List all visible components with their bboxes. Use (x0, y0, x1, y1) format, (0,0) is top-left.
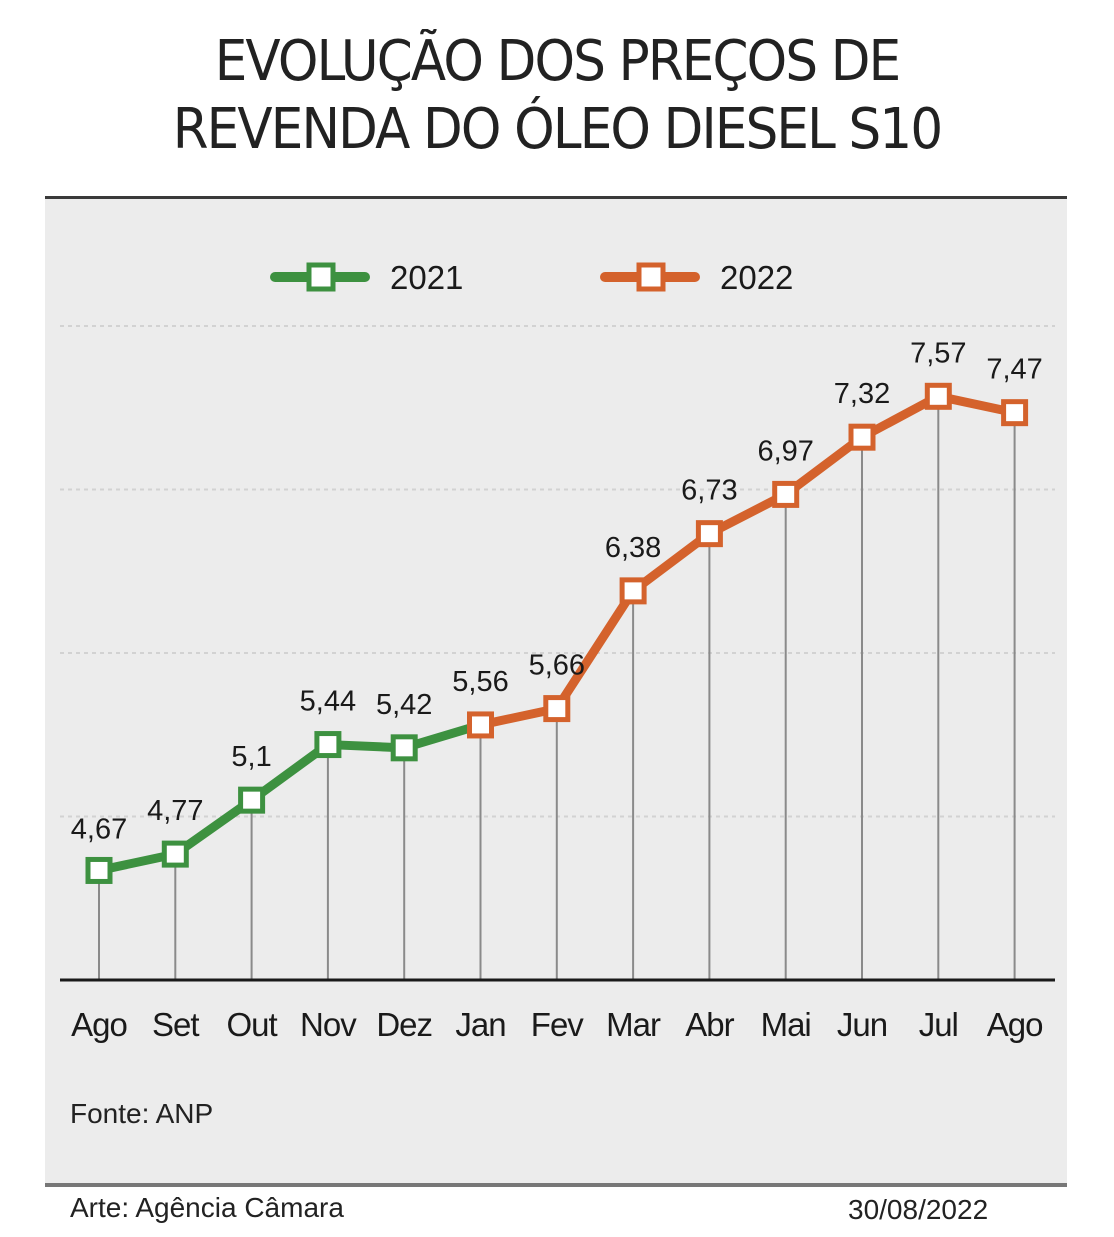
value-labels: 4,67 4,77 5,1 5,44 5,42 5,56 5,66 6,38 6,73 6,97 7… (71, 337, 1043, 845)
data-point-marker (314, 731, 342, 759)
data-markers (85, 382, 1029, 884)
x-tick-label: Nov (300, 1006, 357, 1043)
x-tick-label: Set (152, 1006, 199, 1043)
x-tick-label: Dez (376, 1006, 432, 1043)
data-point-marker (619, 577, 647, 605)
x-tick-label: Mar (606, 1006, 661, 1043)
value-label: 7,32 (834, 378, 890, 410)
legend-label-2022: 2022 (720, 259, 793, 296)
value-label: 5,44 (300, 686, 356, 718)
legend-marker-2021 (306, 262, 336, 292)
legend: 2021 2022 (270, 259, 793, 296)
data-point-marker (161, 840, 189, 868)
data-point-marker (543, 695, 571, 723)
data-point-marker (390, 734, 418, 762)
drop-lines (98, 396, 1016, 980)
x-tick-label: Mai (761, 1006, 811, 1043)
source-note: Fonte: ANP (70, 1098, 214, 1129)
x-tick-label: Jun (837, 1006, 887, 1043)
x-tick-label: Out (226, 1006, 277, 1043)
value-label: 5,66 (529, 650, 585, 682)
chart-panel (45, 196, 1067, 1187)
value-label: 7,47 (986, 354, 1042, 386)
data-point-marker (238, 786, 266, 814)
data-point-marker (1001, 399, 1029, 427)
data-point-marker (848, 423, 876, 451)
value-label: 5,1 (231, 741, 271, 773)
data-point-marker (85, 856, 113, 884)
chart-title: EVOLUÇÃO DOS PREÇOS DE REVENDA DO ÓLEO D… (45, 28, 1070, 164)
title-line-2: REVENDA DO ÓLEO DIESEL S10 (172, 97, 943, 162)
data-point-marker (924, 382, 952, 410)
data-point-marker (695, 520, 723, 548)
legend-label-2021: 2021 (390, 259, 463, 296)
value-label: 4,77 (147, 795, 203, 827)
value-label: 4,67 (71, 813, 127, 845)
value-label: 6,97 (757, 435, 813, 467)
title-line-1: EVOLUÇÃO DOS PREÇOS DE (214, 29, 901, 94)
x-tick-label: Fev (531, 1006, 585, 1043)
value-label: 6,73 (681, 475, 737, 507)
x-tick-label: Ago (71, 1006, 127, 1043)
x-tick-labels: Ago Set Out Nov Dez Jan Fev Mar Abr Mai Jun Jul Ago (71, 1006, 1043, 1043)
credit: Arte: Agência Câmara (70, 1192, 344, 1223)
value-label: 7,57 (910, 337, 966, 369)
date: 30/08/2022 (848, 1194, 989, 1225)
legend-marker-2022 (636, 262, 666, 292)
value-label: 5,56 (452, 666, 508, 698)
x-tick-label: Jan (455, 1006, 505, 1043)
x-tick-label: Jul (919, 1006, 958, 1043)
data-point-marker (467, 711, 494, 739)
data-point-marker (772, 480, 800, 508)
x-tick-label: Ago (987, 1006, 1043, 1043)
x-tick-label: Abr (685, 1006, 734, 1043)
value-label: 5,42 (376, 689, 432, 721)
value-label: 6,38 (605, 532, 661, 564)
